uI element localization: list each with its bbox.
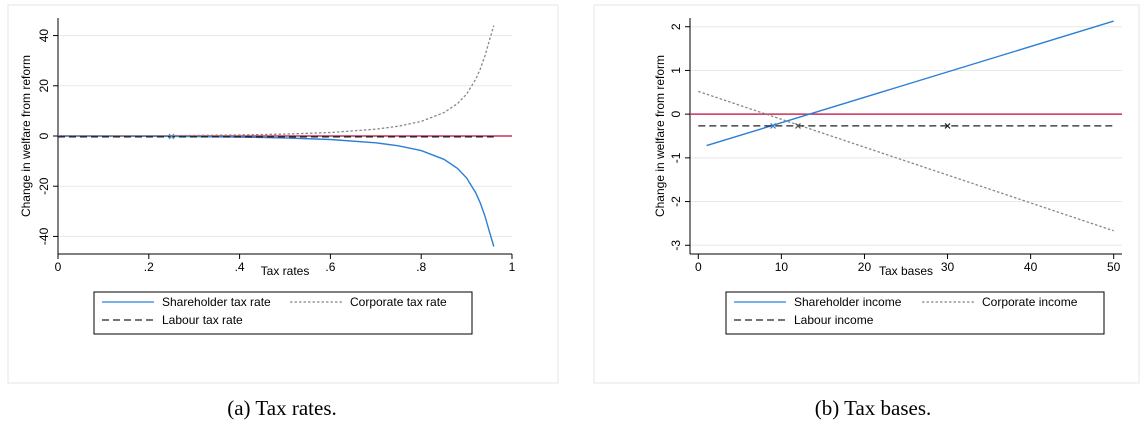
y-tick-label: 1	[669, 67, 683, 74]
legend-label: Corporate income	[982, 295, 1078, 309]
x-tick-label: 40	[1024, 260, 1038, 274]
series-line-corporate-income	[698, 90, 1114, 232]
legend-box	[725, 291, 1105, 335]
panel-a: 0 .2 .4 .6 .8 1 -40 -20 0 20 40 Tax rates Change …	[7, 4, 559, 420]
point-marker	[944, 123, 951, 129]
panel-b-x-axis-label: Tax bases	[879, 264, 933, 278]
point-marker	[770, 123, 777, 129]
panel-b-legend: Shareholder income Corporate income Labour…	[725, 291, 1105, 335]
x-tick-label: 10	[775, 260, 789, 274]
legend-label: Shareholder tax rate	[162, 295, 271, 309]
legend-label: Corporate tax rate	[350, 295, 447, 309]
panel-a-caption: (a) Tax rates.	[227, 396, 337, 420]
panel-a-markers	[168, 133, 175, 140]
panel-b: 0 10 20 30 40 50 -3 -2 -1 0 1 2 Tax bases Change i…	[593, 4, 1140, 420]
x-tick-label: 20	[858, 260, 872, 274]
x-tick-label: 1	[509, 260, 516, 274]
y-tick-label: -2	[669, 196, 683, 207]
panel-b-y-axis-label: Change in welfare from reform	[653, 55, 667, 217]
y-tick-label: -1	[669, 152, 683, 163]
x-tick-label: .8	[416, 260, 426, 274]
panel-a-x-ticks: 0 .2 .4 .6 .8 1	[55, 254, 516, 274]
panel-b-markers	[770, 123, 951, 129]
panel-b-caption: (b) Tax bases.	[815, 396, 932, 420]
panel-a-legend: Shareholder tax rate Corporate tax rate La…	[93, 291, 473, 335]
y-tick-label: -40	[37, 227, 51, 245]
panel-a-y-axis-label: Change in welfare from reform	[19, 55, 33, 217]
y-tick-label: 0	[669, 110, 683, 117]
legend-label: Labour income	[794, 313, 874, 327]
panel-b-x-ticks: 0 10 20 30 40 50	[695, 254, 1121, 274]
y-tick-label: 2	[669, 23, 683, 30]
panel-a-x-axis-label: Tax rates	[261, 264, 310, 278]
x-tick-label: 0	[55, 260, 62, 274]
y-tick-label: 40	[37, 29, 51, 43]
y-tick-label: -20	[37, 177, 51, 195]
panel-b-y-ticks: -3 -2 -1 0 1 2	[669, 23, 690, 251]
y-tick-label: -3	[669, 240, 683, 251]
x-tick-label: 0	[695, 260, 702, 274]
x-tick-label: .4	[235, 260, 245, 274]
legend-label: Labour tax rate	[162, 313, 243, 327]
series-line-corporate-tax-rate	[57, 25, 495, 137]
legend-label: Shareholder income	[794, 295, 902, 309]
y-tick-label: 20	[37, 79, 51, 93]
y-tick-label: 0	[37, 132, 51, 139]
legend-box	[93, 291, 473, 335]
panel-a-y-ticks: -40 -20 0 20 40	[37, 29, 58, 245]
point-marker	[168, 133, 175, 140]
x-tick-label: .2	[144, 260, 154, 274]
x-tick-label: 50	[1107, 260, 1121, 274]
panel-b-axes	[689, 18, 1122, 255]
point-marker	[795, 123, 801, 129]
x-tick-label: 30	[941, 260, 955, 274]
x-tick-label: .6	[325, 260, 335, 274]
